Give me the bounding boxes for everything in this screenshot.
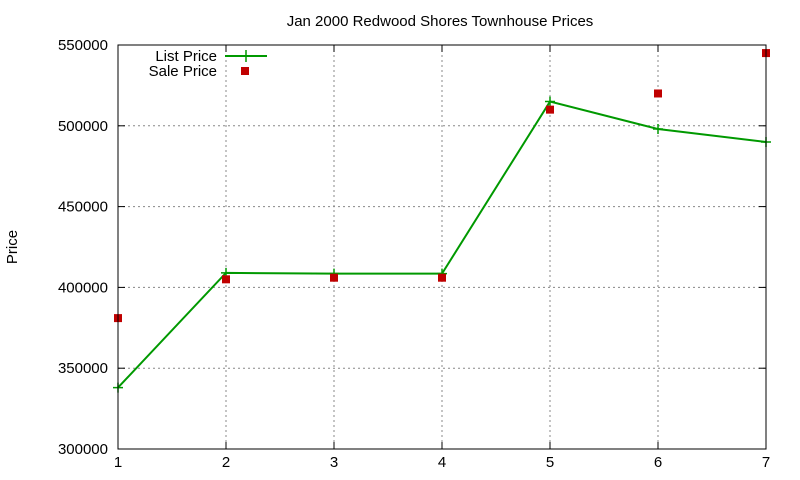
x-tick-label: 2 [222, 454, 230, 471]
y-tick-label: 550000 [58, 37, 108, 54]
data-point [545, 96, 555, 107]
chart-title: Jan 2000 Redwood Shores Townhouse Prices [287, 13, 594, 30]
data-point [222, 275, 230, 284]
tick-labels: 1 2 3 4 5 6 7 300000 350000 400000 450000 500000 550… [58, 37, 770, 471]
series-line [117, 100, 767, 389]
legend-list-price-marker [240, 50, 252, 62]
x-tick-label: 7 [762, 454, 770, 471]
y-tick-label: 500000 [58, 118, 108, 135]
plot-border [117, 44, 767, 450]
x-tick-label: 6 [654, 454, 662, 471]
x-tick-label: 5 [546, 454, 554, 471]
y-tick-label: 450000 [58, 199, 108, 216]
legend-label-list-price: List Price [155, 48, 217, 65]
data-point [546, 105, 554, 114]
x-tick-label: 1 [114, 454, 122, 471]
legend: List Price Sale Price [149, 48, 267, 80]
y-tick-label: 400000 [58, 279, 108, 296]
data-point [654, 89, 662, 98]
data-point [438, 273, 446, 282]
data-point [653, 124, 663, 135]
legend-label-sale-price: Sale Price [149, 63, 217, 80]
y-tick-label: 350000 [58, 360, 108, 377]
x-tick-label: 3 [330, 454, 338, 471]
data-point [330, 273, 338, 282]
legend-sale-price-marker [241, 67, 249, 75]
y-tick-label: 300000 [58, 441, 108, 458]
grid-lines [118, 45, 766, 449]
x-tick-label: 4 [438, 454, 446, 471]
y-axis-label: Price [4, 230, 21, 264]
